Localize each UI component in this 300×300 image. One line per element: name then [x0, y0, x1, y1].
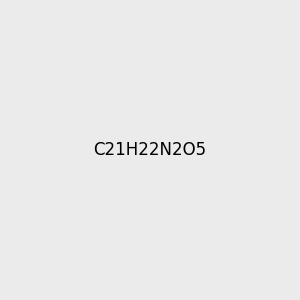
Text: C21H22N2O5: C21H22N2O5 — [93, 141, 207, 159]
